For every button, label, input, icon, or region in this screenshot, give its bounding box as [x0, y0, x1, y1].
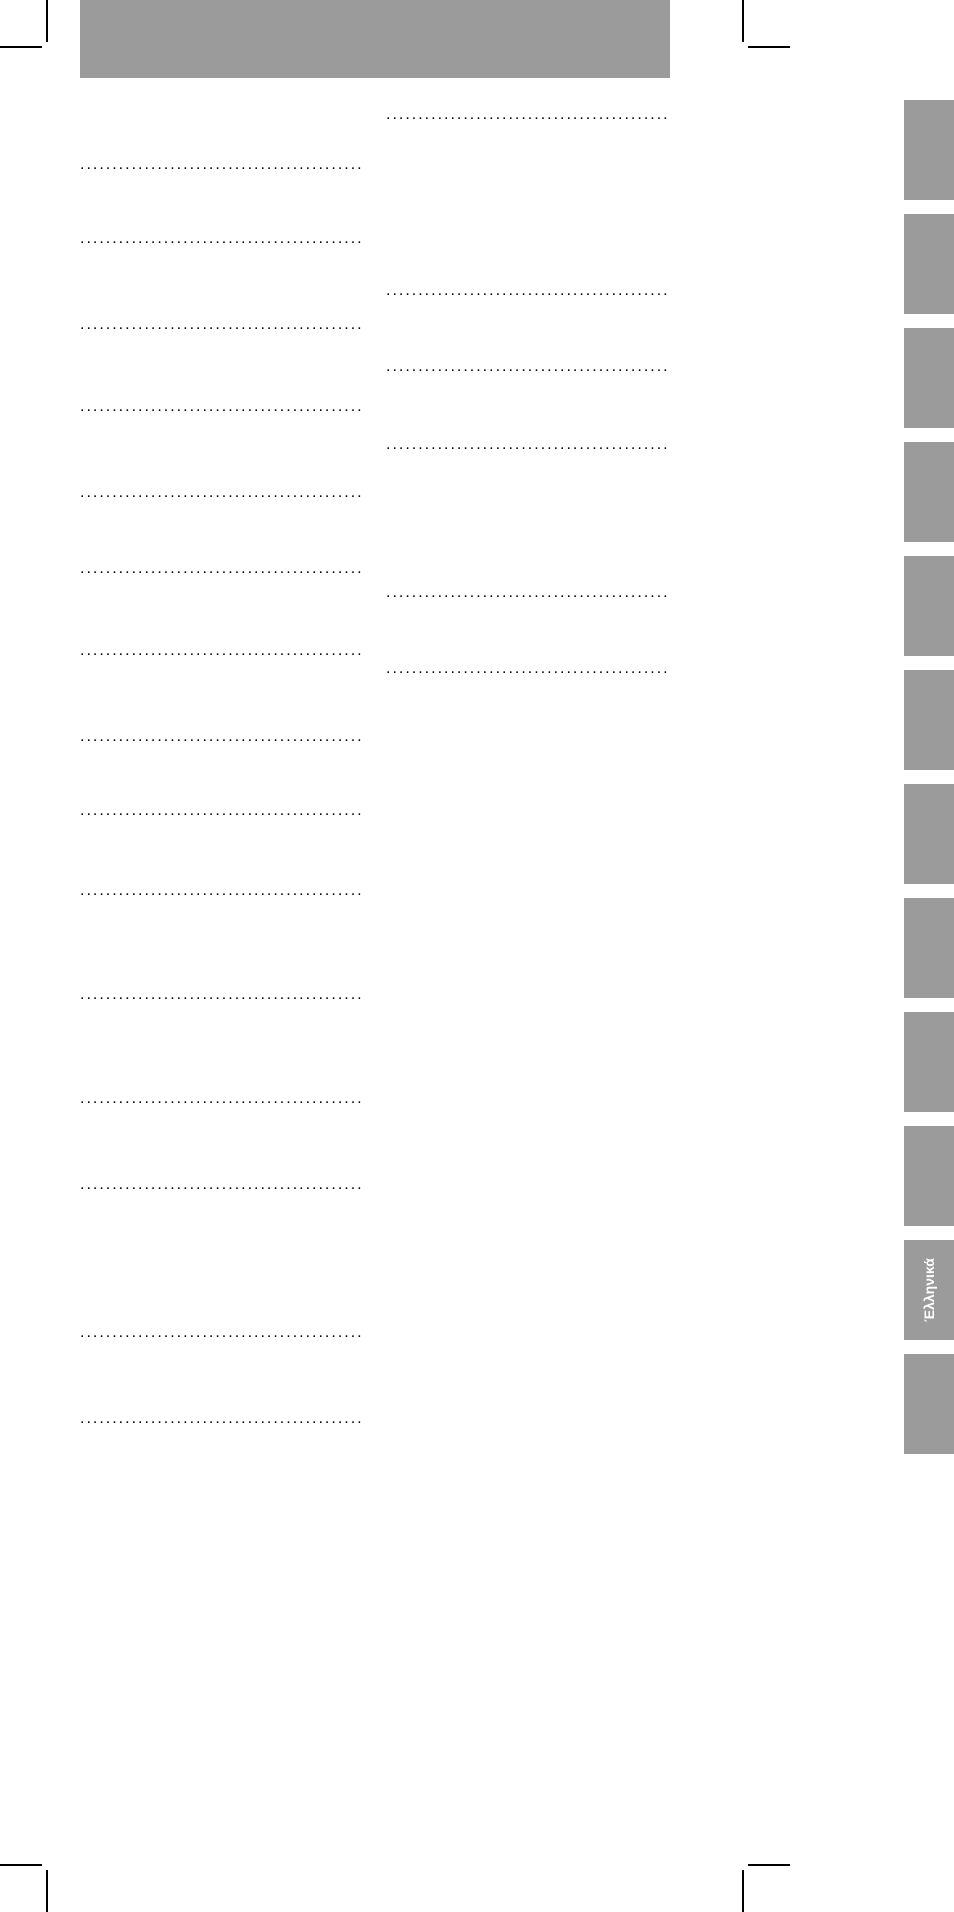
side-tab: [904, 670, 954, 770]
spacer: [386, 380, 670, 440]
content-area: ........................................…: [80, 100, 670, 1432]
dotted-line: ........................................…: [80, 990, 364, 1008]
side-tab: [904, 1126, 954, 1226]
dotted-line: ........................................…: [80, 1180, 364, 1198]
side-tab: [904, 1354, 954, 1454]
side-tab-active: Έλληνικά: [904, 1240, 954, 1340]
spacer: [80, 664, 364, 732]
dotted-line: ........................................…: [80, 1414, 364, 1432]
crop-mark: [0, 1864, 42, 1866]
crop-mark: [0, 46, 42, 48]
spacer: [80, 420, 364, 488]
dotted-line: ........................................…: [80, 886, 364, 904]
side-tab: [904, 328, 954, 428]
side-tab: [904, 1012, 954, 1112]
side-tabs: Έλληνικά: [904, 100, 954, 1454]
dotted-line: ........................................…: [386, 110, 670, 128]
side-tab-label: Έλληνικά: [921, 1258, 937, 1322]
spacer: [80, 178, 364, 234]
side-tab: [904, 214, 954, 314]
spacer: [80, 904, 364, 990]
spacer: [386, 458, 670, 588]
spacer: [386, 128, 670, 286]
dotted-line: ........................................…: [386, 664, 670, 682]
spacer: [80, 824, 364, 886]
dotted-line: ........................................…: [386, 362, 670, 380]
side-tab: [904, 898, 954, 998]
spacer: [80, 1198, 364, 1328]
right-column: ........................................…: [386, 100, 670, 1432]
side-tab: [904, 100, 954, 200]
dotted-line: ........................................…: [80, 1328, 364, 1346]
dotted-line: ........................................…: [386, 440, 670, 458]
dotted-line: ........................................…: [80, 564, 364, 582]
spacer: [80, 1008, 364, 1094]
side-tab: [904, 784, 954, 884]
header-bar: [80, 0, 670, 78]
dotted-line: ........................................…: [80, 320, 364, 338]
spacer: [80, 252, 364, 320]
spacer: [386, 606, 670, 664]
spacer: [386, 304, 670, 362]
spacer: [80, 100, 364, 160]
crop-mark: [46, 0, 48, 42]
dotted-line: ........................................…: [80, 646, 364, 664]
side-tab: [904, 442, 954, 542]
spacer: [80, 1112, 364, 1180]
dotted-line: ........................................…: [80, 160, 364, 178]
crop-mark: [742, 0, 744, 42]
crop-mark: [46, 1870, 48, 1912]
dotted-line: ........................................…: [80, 488, 364, 506]
spacer: [80, 1346, 364, 1414]
crop-mark: [742, 1870, 744, 1912]
spacer: [80, 338, 364, 402]
spacer: [386, 100, 670, 110]
dotted-line: ........................................…: [80, 402, 364, 420]
spacer: [80, 506, 364, 564]
dotted-line: ........................................…: [386, 286, 670, 304]
crop-mark: [748, 1864, 790, 1866]
spacer: [80, 750, 364, 806]
dotted-line: ........................................…: [80, 732, 364, 750]
spacer: [80, 582, 364, 646]
dotted-line: ........................................…: [386, 588, 670, 606]
dotted-line: ........................................…: [80, 1094, 364, 1112]
side-tab: [904, 556, 954, 656]
dotted-line: ........................................…: [80, 806, 364, 824]
left-column: ........................................…: [80, 100, 364, 1432]
dotted-line: ........................................…: [80, 234, 364, 252]
crop-mark: [748, 46, 790, 48]
